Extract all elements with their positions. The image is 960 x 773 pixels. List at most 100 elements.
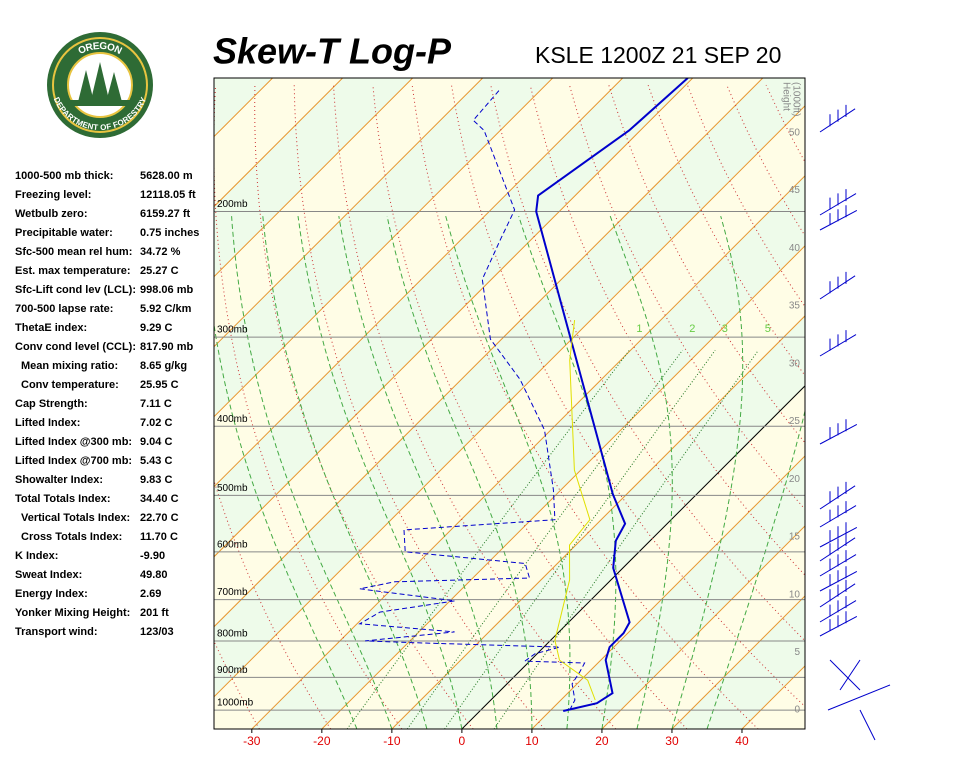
index-label: Cross Totals Index: bbox=[21, 531, 122, 543]
index-label: Wetbulb zero: bbox=[15, 208, 88, 220]
index-value: 201 ft bbox=[140, 607, 169, 619]
index-label: K Index: bbox=[15, 550, 58, 562]
height-tick-label: 50 bbox=[789, 128, 801, 139]
mixing-ratio-label: 5 bbox=[765, 323, 771, 335]
y-tick-label: 1000mb bbox=[217, 698, 254, 709]
index-label: Energy Index: bbox=[15, 588, 88, 600]
index-label: Mean mixing ratio: bbox=[21, 360, 118, 372]
index-value: 34.40 C bbox=[140, 493, 179, 505]
mixing-ratio-label: 1 bbox=[636, 323, 642, 335]
x-tick-label: 10 bbox=[525, 734, 539, 748]
index-value: 25.27 C bbox=[140, 265, 179, 277]
bg-band bbox=[812, 78, 960, 729]
indices-table: 1000-500 mb thick: 5628.00 m Freezing leve… bbox=[15, 170, 199, 638]
index-value: 12118.05 ft bbox=[140, 189, 196, 201]
index-label: Lifted Index: bbox=[15, 417, 80, 429]
height-tick-label: 35 bbox=[789, 301, 801, 312]
index-label: Vertical Totals Index: bbox=[21, 512, 130, 524]
dry-adiabat bbox=[923, 85, 960, 729]
x-tick-label: -20 bbox=[313, 734, 331, 748]
dry-adiabat bbox=[884, 85, 960, 729]
y-tick-label: 800mb bbox=[217, 629, 248, 640]
height-title: Height bbox=[780, 82, 791, 111]
isotherm bbox=[812, 78, 960, 729]
index-label: Precipitable water: bbox=[15, 227, 113, 239]
index-label: Conv cond level (CCL): bbox=[15, 341, 136, 353]
index-label: Lifted Index @300 mb: bbox=[15, 436, 132, 448]
index-value: 9.04 C bbox=[140, 436, 172, 448]
dry-adiabat bbox=[805, 85, 960, 729]
index-value: 7.02 C bbox=[140, 417, 172, 429]
index-label: Conv temperature: bbox=[21, 379, 119, 391]
y-tick-label: 600mb bbox=[217, 539, 248, 550]
index-value: 5.92 C/km bbox=[140, 303, 192, 315]
index-label: Transport wind: bbox=[15, 626, 98, 638]
height-tick-label: 15 bbox=[789, 532, 801, 543]
index-value: 25.95 C bbox=[140, 379, 179, 391]
height-tick-label: 5 bbox=[794, 647, 800, 658]
index-label: Sfc-Lift cond lev (LCL): bbox=[15, 284, 136, 296]
index-value: 817.90 mb bbox=[140, 341, 193, 353]
index-label: Total Totals Index: bbox=[15, 493, 111, 505]
index-value: 8.65 g/kg bbox=[140, 360, 187, 372]
height-tick-label: 30 bbox=[789, 358, 801, 369]
index-label: 1000-500 mb thick: bbox=[15, 170, 113, 182]
x-tick-label: 30 bbox=[665, 734, 679, 748]
mixing-ratio-label: 2 bbox=[689, 323, 695, 335]
isotherm bbox=[882, 78, 960, 729]
index-label: 700-500 lapse rate: bbox=[15, 303, 113, 315]
x-tick-label: -30 bbox=[243, 734, 261, 748]
index-label: ThetaE index: bbox=[15, 322, 87, 334]
height-tick-label: 20 bbox=[789, 474, 801, 485]
index-label: Yonker Mixing Height: bbox=[15, 607, 130, 619]
logo: OREGON DEPARTMENT OF FORESTRY bbox=[47, 32, 153, 138]
mixing-ratio-label: 3 bbox=[722, 323, 728, 335]
index-value: 2.69 bbox=[140, 588, 161, 600]
chart-title: Skew-T Log-P bbox=[213, 31, 452, 72]
height-title: (1000ft) bbox=[790, 82, 801, 116]
index-value: 22.70 C bbox=[140, 512, 179, 524]
barb-staff bbox=[840, 660, 860, 690]
index-value: 34.72 % bbox=[140, 246, 181, 258]
height-tick-label: 10 bbox=[789, 589, 801, 600]
index-value: 5628.00 m bbox=[140, 170, 193, 182]
index-value: 0.75 inches bbox=[140, 227, 199, 239]
barb-staff bbox=[860, 710, 875, 740]
height-tick-label: 25 bbox=[789, 416, 801, 427]
index-value: 6159.27 ft bbox=[140, 208, 190, 220]
y-tick-label: 300mb bbox=[217, 325, 248, 336]
index-value: 11.70 C bbox=[140, 531, 178, 543]
index-value: 49.80 bbox=[140, 569, 168, 581]
chart-subtitle: KSLE 1200Z 21 SEP 20 bbox=[535, 42, 781, 68]
index-label: Sfc-500 mean rel hum: bbox=[15, 246, 132, 258]
dry-adiabat bbox=[845, 85, 960, 729]
x-tick-label: 0 bbox=[459, 734, 466, 748]
x-tick-label: 40 bbox=[735, 734, 749, 748]
index-value: 998.06 mb bbox=[140, 284, 193, 296]
y-tick-label: 500mb bbox=[217, 483, 248, 494]
barb-staff bbox=[830, 660, 860, 690]
wind-barbs bbox=[820, 105, 890, 740]
y-tick-label: 900mb bbox=[217, 665, 248, 676]
index-label: Lifted Index @700 mb: bbox=[15, 455, 132, 467]
y-tick-label: 700mb bbox=[217, 587, 248, 598]
height-tick-label: 0 bbox=[794, 705, 800, 716]
index-label: Freezing level: bbox=[15, 189, 91, 201]
index-value: -9.90 bbox=[140, 550, 165, 562]
index-value: 9.83 C bbox=[140, 474, 172, 486]
index-value: 5.43 C bbox=[140, 455, 172, 467]
index-label: Sweat Index: bbox=[15, 569, 82, 581]
index-value: 9.29 C bbox=[140, 322, 172, 334]
index-value: 7.11 C bbox=[140, 398, 172, 410]
index-label: Est. max temperature: bbox=[15, 265, 131, 277]
y-tick-label: 400mb bbox=[217, 414, 248, 425]
height-tick-label: 45 bbox=[789, 185, 801, 196]
y-tick-label: 200mb bbox=[217, 199, 248, 210]
x-tick-label: -10 bbox=[383, 734, 401, 748]
index-label: Showalter Index: bbox=[15, 474, 103, 486]
index-label: Cap Strength: bbox=[15, 398, 88, 410]
x-tick-label: 20 bbox=[595, 734, 609, 748]
height-tick-label: 40 bbox=[789, 243, 801, 254]
